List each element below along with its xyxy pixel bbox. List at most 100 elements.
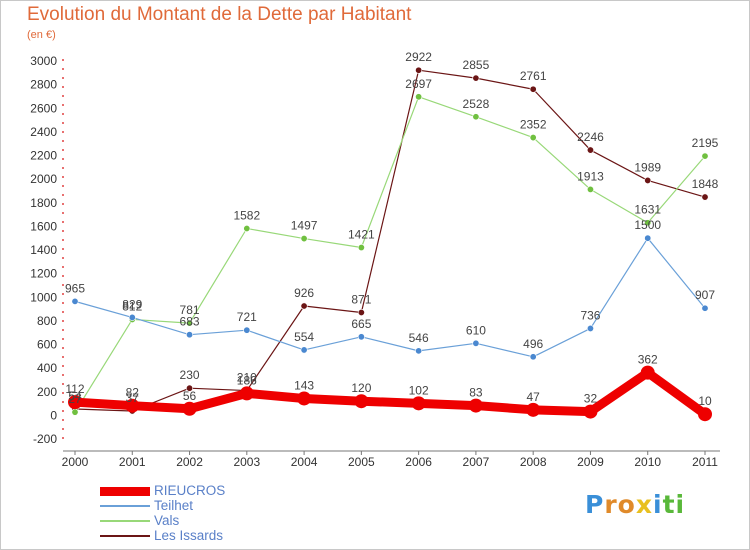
data-point — [640, 365, 655, 380]
data-point — [644, 176, 652, 184]
legend-label: Les Issards — [154, 528, 224, 543]
data-point — [415, 93, 423, 101]
data-point — [357, 308, 365, 316]
data-label: 2697 — [405, 77, 432, 91]
data-point — [529, 134, 537, 142]
data-point — [472, 74, 480, 82]
data-label: 2855 — [463, 58, 490, 72]
data-point — [583, 404, 598, 419]
data-point — [701, 304, 709, 312]
data-label: 82 — [126, 386, 140, 400]
data-label: 10 — [698, 394, 712, 408]
data-labels: 54 37 230 210 926 871 2922 2855 2761 2246 1989 1848… — [65, 50, 719, 408]
data-label: 2352 — [520, 118, 547, 132]
data-point — [300, 346, 308, 354]
data-label: 812 — [122, 299, 142, 313]
legend-swatch — [100, 535, 150, 537]
data-label: 1913 — [577, 169, 604, 183]
series-rieucros — [68, 365, 712, 422]
data-point — [243, 326, 251, 334]
chart-subtitle: (en €) — [27, 29, 56, 41]
data-point — [701, 152, 709, 160]
data-point — [300, 302, 308, 310]
legend-label: Vals — [154, 513, 180, 528]
data-point — [243, 225, 251, 233]
y-tick-label: 2800 — [30, 78, 57, 92]
data-point — [644, 234, 652, 242]
y-tick-label: 2600 — [30, 101, 57, 115]
x-tick-label: 2004 — [291, 455, 318, 469]
data-point — [186, 384, 194, 392]
series-line — [74, 69, 706, 412]
y-tick-label: 400 — [37, 361, 57, 375]
data-point — [182, 401, 197, 416]
series-les-issards — [71, 66, 709, 415]
data-label: 871 — [351, 292, 371, 306]
brand-letter: P — [585, 490, 605, 519]
data-label: 120 — [351, 381, 371, 395]
x-tick-label: 2003 — [233, 455, 260, 469]
data-label: 54 — [68, 389, 82, 403]
data-point — [468, 398, 483, 413]
y-tick-label: 2000 — [30, 172, 57, 186]
data-point — [586, 185, 594, 193]
x-tick-label: 2011 — [692, 455, 718, 469]
data-point — [526, 402, 541, 417]
y-tick-label: -200 — [33, 432, 57, 446]
data-label: 781 — [180, 303, 200, 317]
data-point — [71, 297, 79, 305]
data-point — [411, 396, 426, 411]
series-line — [74, 237, 706, 358]
brand-letter: o — [617, 490, 636, 519]
x-tick-label: 2005 — [348, 455, 375, 469]
brand-letter: x — [635, 490, 653, 519]
data-point — [701, 193, 709, 201]
data-point — [354, 394, 369, 409]
data-point — [472, 113, 480, 121]
brand-letter: i — [653, 490, 663, 519]
data-label: 1848 — [692, 177, 719, 191]
data-label: 1497 — [291, 219, 318, 233]
y-tick-label: 200 — [37, 385, 57, 399]
data-label: 83 — [469, 386, 483, 400]
x-tick-label: 2010 — [634, 455, 661, 469]
chart-title: Evolution du Montant de la Dette par Hab… — [27, 4, 412, 25]
data-point — [239, 386, 254, 401]
data-label: 926 — [294, 286, 314, 300]
y-tick-label: 3000 — [30, 54, 57, 68]
data-label: 554 — [294, 330, 314, 344]
data-label: 32 — [584, 392, 598, 406]
data-point — [586, 146, 594, 154]
data-point — [529, 85, 537, 93]
data-label: 2246 — [577, 130, 604, 144]
data-label: 1631 — [634, 203, 661, 217]
x-tick-label: 2006 — [405, 455, 432, 469]
data-label: 965 — [65, 281, 85, 295]
data-label: 829 — [122, 297, 142, 311]
data-point — [297, 391, 312, 406]
data-label: 736 — [580, 308, 600, 322]
brand-letter: i — [675, 490, 686, 519]
brand-letter: t — [662, 490, 676, 519]
data-label: 1582 — [233, 209, 260, 223]
y-tick-label: 600 — [37, 338, 57, 352]
data-label: 27 — [68, 392, 82, 406]
data-label: 362 — [638, 353, 658, 367]
data-point — [586, 324, 594, 332]
data-label: 102 — [409, 383, 429, 397]
x-tick-label: 2002 — [176, 455, 203, 469]
data-label: 210 — [237, 371, 257, 385]
x-tick-label: 2000 — [62, 455, 89, 469]
data-label: 230 — [180, 368, 200, 382]
data-label: 610 — [466, 323, 486, 337]
data-label: 1421 — [348, 228, 375, 242]
data-label: 186 — [237, 373, 257, 387]
data-point — [300, 235, 308, 243]
data-point — [186, 319, 194, 327]
data-label: 2528 — [463, 97, 490, 111]
y-tick-label: 0 — [50, 408, 57, 422]
x-tick-label: 2001 — [119, 455, 146, 469]
y-tick-label: 2400 — [30, 125, 57, 139]
x-tick-label: 2007 — [463, 455, 490, 469]
